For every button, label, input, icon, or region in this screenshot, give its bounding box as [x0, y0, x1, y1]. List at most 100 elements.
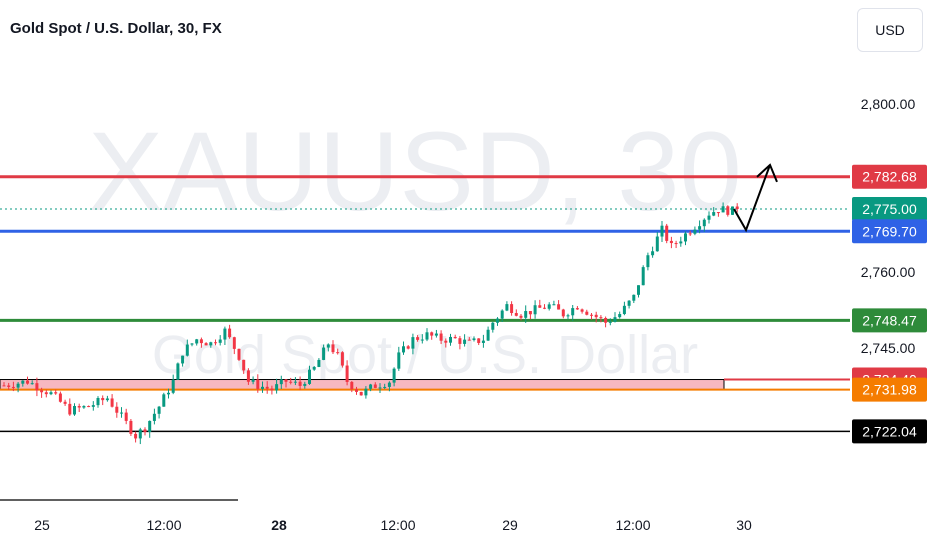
candle-body: [684, 233, 687, 242]
candle-body: [68, 403, 72, 415]
price-axis[interactable]: 2,800.002,760.002,778.002,745.002,782.68…: [852, 96, 927, 444]
candle-body: [218, 339, 222, 343]
candle-body: [402, 346, 405, 353]
candle-body: [608, 321, 612, 323]
candle-body: [458, 338, 462, 344]
candle-body: [434, 333, 438, 336]
candle-body: [63, 401, 67, 404]
candle-body: [326, 344, 330, 348]
candle-body: [369, 384, 373, 389]
candle-body: [148, 420, 152, 432]
candle-body: [613, 317, 617, 322]
price-flag-zone-bottom: [852, 377, 927, 402]
candle-body: [514, 313, 518, 316]
candle-body: [566, 315, 570, 317]
candle-body: [430, 332, 434, 336]
candle-body: [528, 311, 532, 315]
candle-body: [143, 429, 147, 432]
candle-body: [519, 315, 523, 318]
price-flag-label: 2,775.00: [862, 201, 917, 217]
candle-body: [660, 225, 664, 237]
x-tick-label: 25: [34, 517, 50, 533]
candle-body: [138, 429, 142, 439]
candle-body: [679, 241, 683, 244]
candle-body: [406, 346, 410, 349]
candle-body: [199, 339, 203, 344]
candle-body: [674, 243, 678, 245]
candle-body: [387, 382, 391, 387]
candle-body: [345, 365, 349, 382]
candle-body: [171, 379, 175, 393]
candle-body: [242, 359, 246, 371]
candle-body: [561, 309, 565, 317]
candle-body: [317, 359, 321, 367]
candle-body: [176, 363, 180, 380]
candle-body: [604, 318, 608, 323]
candle-body: [16, 383, 20, 388]
candle-body: [397, 352, 401, 369]
price-flag-black-level: [852, 419, 927, 444]
candle-body: [655, 236, 659, 252]
candle-body: [712, 212, 716, 216]
candle-body: [698, 226, 702, 230]
candle-body: [716, 212, 720, 214]
candle-body: [355, 389, 358, 392]
y-tick-label: 2,800.00: [861, 96, 916, 112]
candle-body: [87, 406, 91, 408]
candle-body: [378, 387, 382, 389]
candle-body: [152, 413, 156, 421]
candle-body: [82, 406, 86, 408]
candle-body: [73, 406, 76, 415]
x-tick-label: 29: [502, 517, 518, 533]
supply-demand-zone: [0, 379, 725, 391]
candle-body: [477, 338, 481, 343]
candle-body: [472, 338, 476, 341]
x-tick-label: 28: [271, 517, 287, 533]
candle-body: [7, 385, 11, 387]
candle-body: [721, 206, 725, 213]
candle-body: [646, 255, 650, 268]
candle-body: [308, 369, 311, 384]
candle-body: [467, 339, 471, 341]
candle-body: [251, 379, 255, 382]
candle-body: [416, 337, 420, 340]
time-axis[interactable]: 25 12:00 28 12:00 29 12:00 30: [34, 517, 752, 533]
candle-body: [590, 314, 593, 316]
candle-body: [54, 392, 58, 394]
candle-body: [463, 339, 467, 344]
candle-body: [298, 381, 302, 386]
candle-body: [190, 343, 194, 345]
candle-body: [256, 379, 260, 389]
candle-body: [627, 300, 631, 306]
candle-body: [524, 311, 528, 318]
candle-body: [101, 397, 105, 401]
candle-body: [571, 308, 575, 316]
candle-body: [124, 412, 128, 421]
currency-button[interactable]: USD: [857, 8, 923, 52]
candle-body: [688, 233, 692, 235]
candle-body: [585, 311, 589, 315]
candle-body: [237, 348, 241, 360]
price-flag-green-level: [852, 308, 927, 333]
watermark-symbol: XAUUSD, 30: [88, 109, 742, 234]
candle-body: [392, 368, 396, 383]
candle-body: [228, 328, 232, 338]
candle-body: [331, 344, 335, 353]
candle-body: [134, 433, 138, 439]
candle-body: [77, 406, 81, 408]
x-tick-label: 12:00: [146, 517, 181, 533]
candle-body: [538, 305, 542, 308]
candle-body: [293, 381, 297, 383]
candle-body: [693, 229, 697, 234]
forecast-arrowhead: [756, 163, 778, 183]
candle-body: [500, 310, 504, 319]
horizontal-levels: [0, 175, 850, 501]
chart-title: Gold Spot / U.S. Dollar, 30, FX: [10, 20, 222, 37]
watermark-name: Gold Spot / U.S. Dollar: [152, 325, 698, 385]
candle-body: [265, 386, 269, 389]
candle-body: [547, 304, 551, 309]
candle-body: [110, 398, 114, 407]
drawings: [733, 163, 778, 233]
candle-body: [204, 343, 208, 346]
